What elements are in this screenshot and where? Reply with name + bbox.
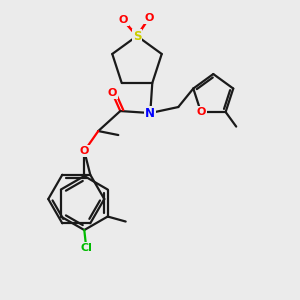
Text: O: O bbox=[118, 15, 128, 25]
Text: O: O bbox=[196, 107, 206, 117]
Text: O: O bbox=[80, 146, 89, 156]
Text: Cl: Cl bbox=[80, 243, 92, 253]
Text: O: O bbox=[108, 88, 117, 98]
Text: O: O bbox=[144, 13, 154, 23]
Text: S: S bbox=[133, 29, 141, 43]
Text: N: N bbox=[145, 106, 155, 119]
